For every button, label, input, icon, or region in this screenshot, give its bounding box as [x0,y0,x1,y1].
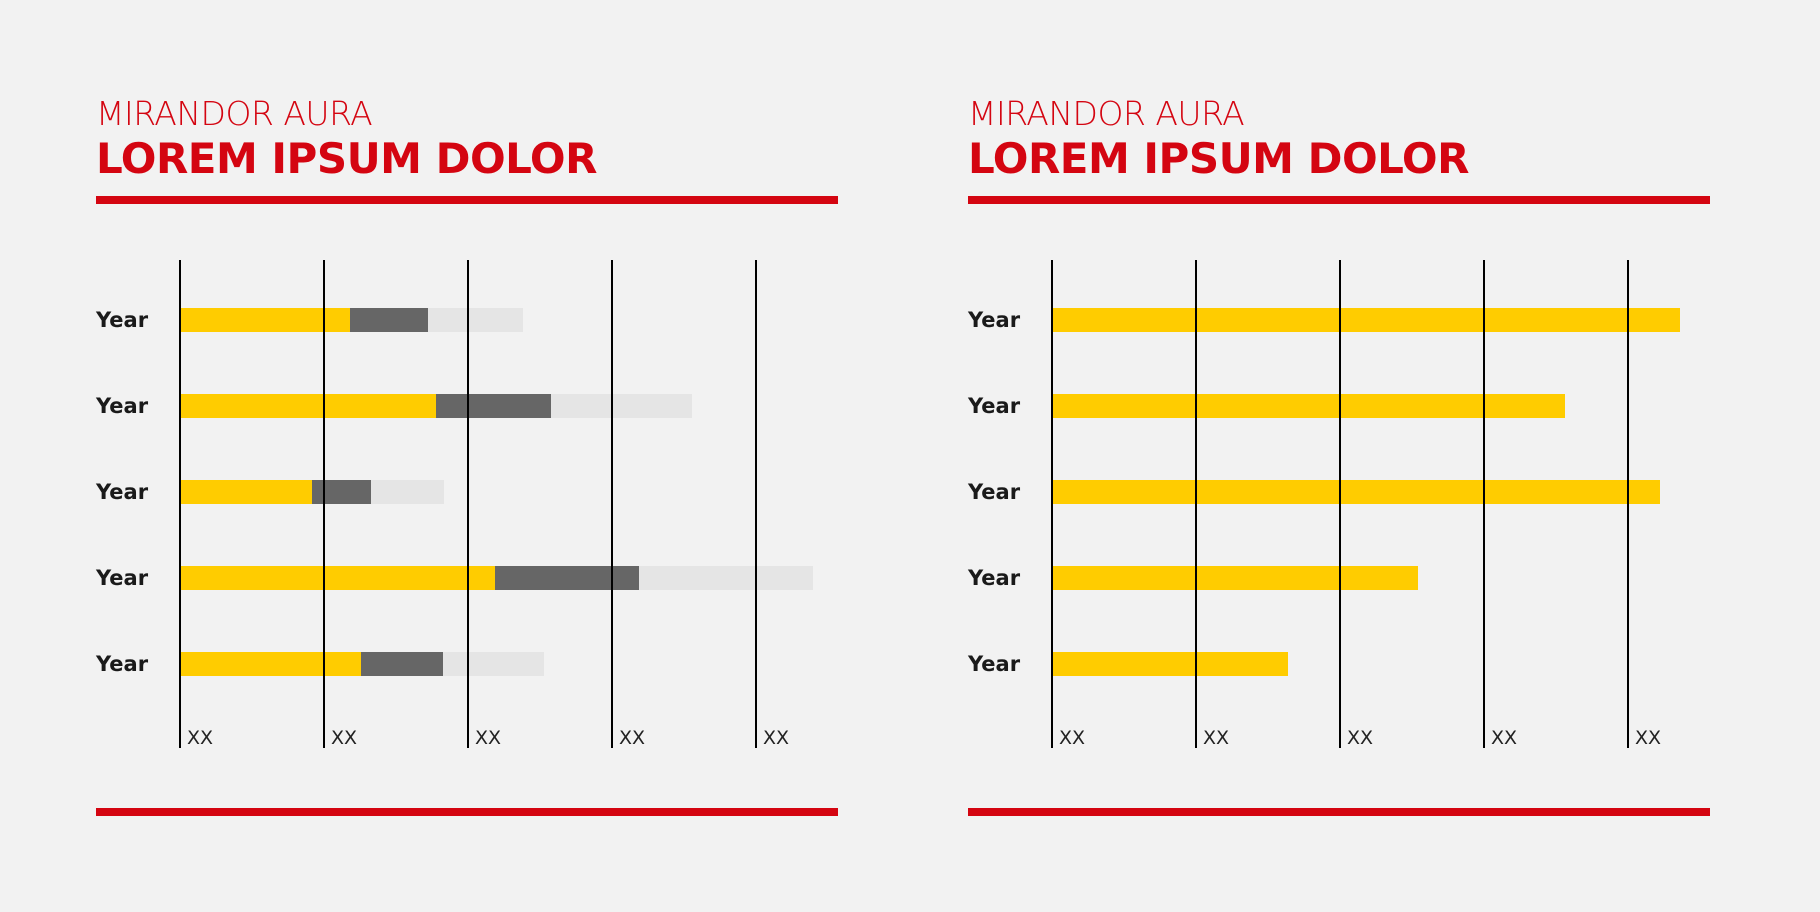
row-label: Year [96,566,149,590]
bar-segment-segment-2 [436,394,551,418]
bar-segment-segment-1 [180,480,312,504]
x-tick-label: XX [475,727,502,749]
gridline [323,260,325,748]
row-label: Year [96,480,149,504]
bar-segment-segment-1 [180,566,495,590]
x-tick-label: XX [331,727,358,749]
bar [180,308,523,332]
row-label: Year [968,566,1021,590]
x-tick-label: XX [1203,727,1230,749]
bar [180,480,444,504]
left-panel: MIRANDOR AURA LOREM IPSUM DOLOR XX XX XX XX… [96,0,838,912]
bar [1052,480,1660,504]
gridline [1339,260,1341,748]
x-tick-label: XX [1347,727,1374,749]
panel-title: LOREM IPSUM DOLOR [96,134,597,183]
row-label: Year [96,394,149,418]
panel-subtitle: MIRANDOR AURA [968,94,1245,133]
bar-segment-segment-1 [180,394,436,418]
row-label: Year [96,308,149,332]
bar-segment-segment-3 [551,394,692,418]
bar [1052,308,1680,332]
bar-segment-segment-2 [495,566,639,590]
gridline [179,260,181,748]
row-label: Year [968,308,1021,332]
right-panel: MIRANDOR AURA LOREM IPSUM DOLOR XX XX XX XX… [968,0,1710,912]
bottom-divider [96,808,838,816]
row-label: Year [96,652,149,676]
bar-segment-segment-1 [180,308,350,332]
stacked-bar-chart: XX XX XX XX XX Year Year Year Year Year [96,260,838,748]
x-tick-label: XX [1491,727,1518,749]
gridline [1195,260,1197,748]
gridline [755,260,757,748]
bar [180,652,544,676]
bar-segment-segment-2 [350,308,428,332]
bar-segment-segment-2 [361,652,443,676]
bar-segment-segment-3 [443,652,544,676]
bar [1052,566,1418,590]
x-tick-label: XX [1059,727,1086,749]
row-label: Year [968,394,1021,418]
gridline [1051,260,1053,748]
x-tick-label: XX [619,727,646,749]
gridline [1627,260,1629,748]
x-tick-label: XX [1635,727,1662,749]
bar [1052,394,1565,418]
bar-segment-segment-3 [428,308,523,332]
gridline [611,260,613,748]
bar-segment-segment-1 [1052,308,1680,332]
bottom-divider [968,808,1710,816]
bar-segment-segment-1 [1052,652,1288,676]
bar-segment-segment-3 [639,566,813,590]
top-divider [968,196,1710,204]
row-label: Year [968,480,1021,504]
x-tick-label: XX [763,727,790,749]
row-label: Year [968,652,1021,676]
bar-segment-segment-3 [371,480,444,504]
bar-segment-segment-1 [180,652,361,676]
bar-chart: XX XX XX XX XX Year Year Year Year Year [968,260,1710,748]
bar [180,566,813,590]
bar [1052,652,1288,676]
bar [180,394,692,418]
gridline [1483,260,1485,748]
bar-segment-segment-1 [1052,480,1660,504]
panel-title: LOREM IPSUM DOLOR [968,134,1469,183]
gridline [467,260,469,748]
panel-subtitle: MIRANDOR AURA [96,94,373,133]
bar-segment-segment-2 [312,480,371,504]
top-divider [96,196,838,204]
bar-segment-segment-1 [1052,566,1418,590]
bar-segment-segment-1 [1052,394,1565,418]
x-tick-label: XX [187,727,214,749]
